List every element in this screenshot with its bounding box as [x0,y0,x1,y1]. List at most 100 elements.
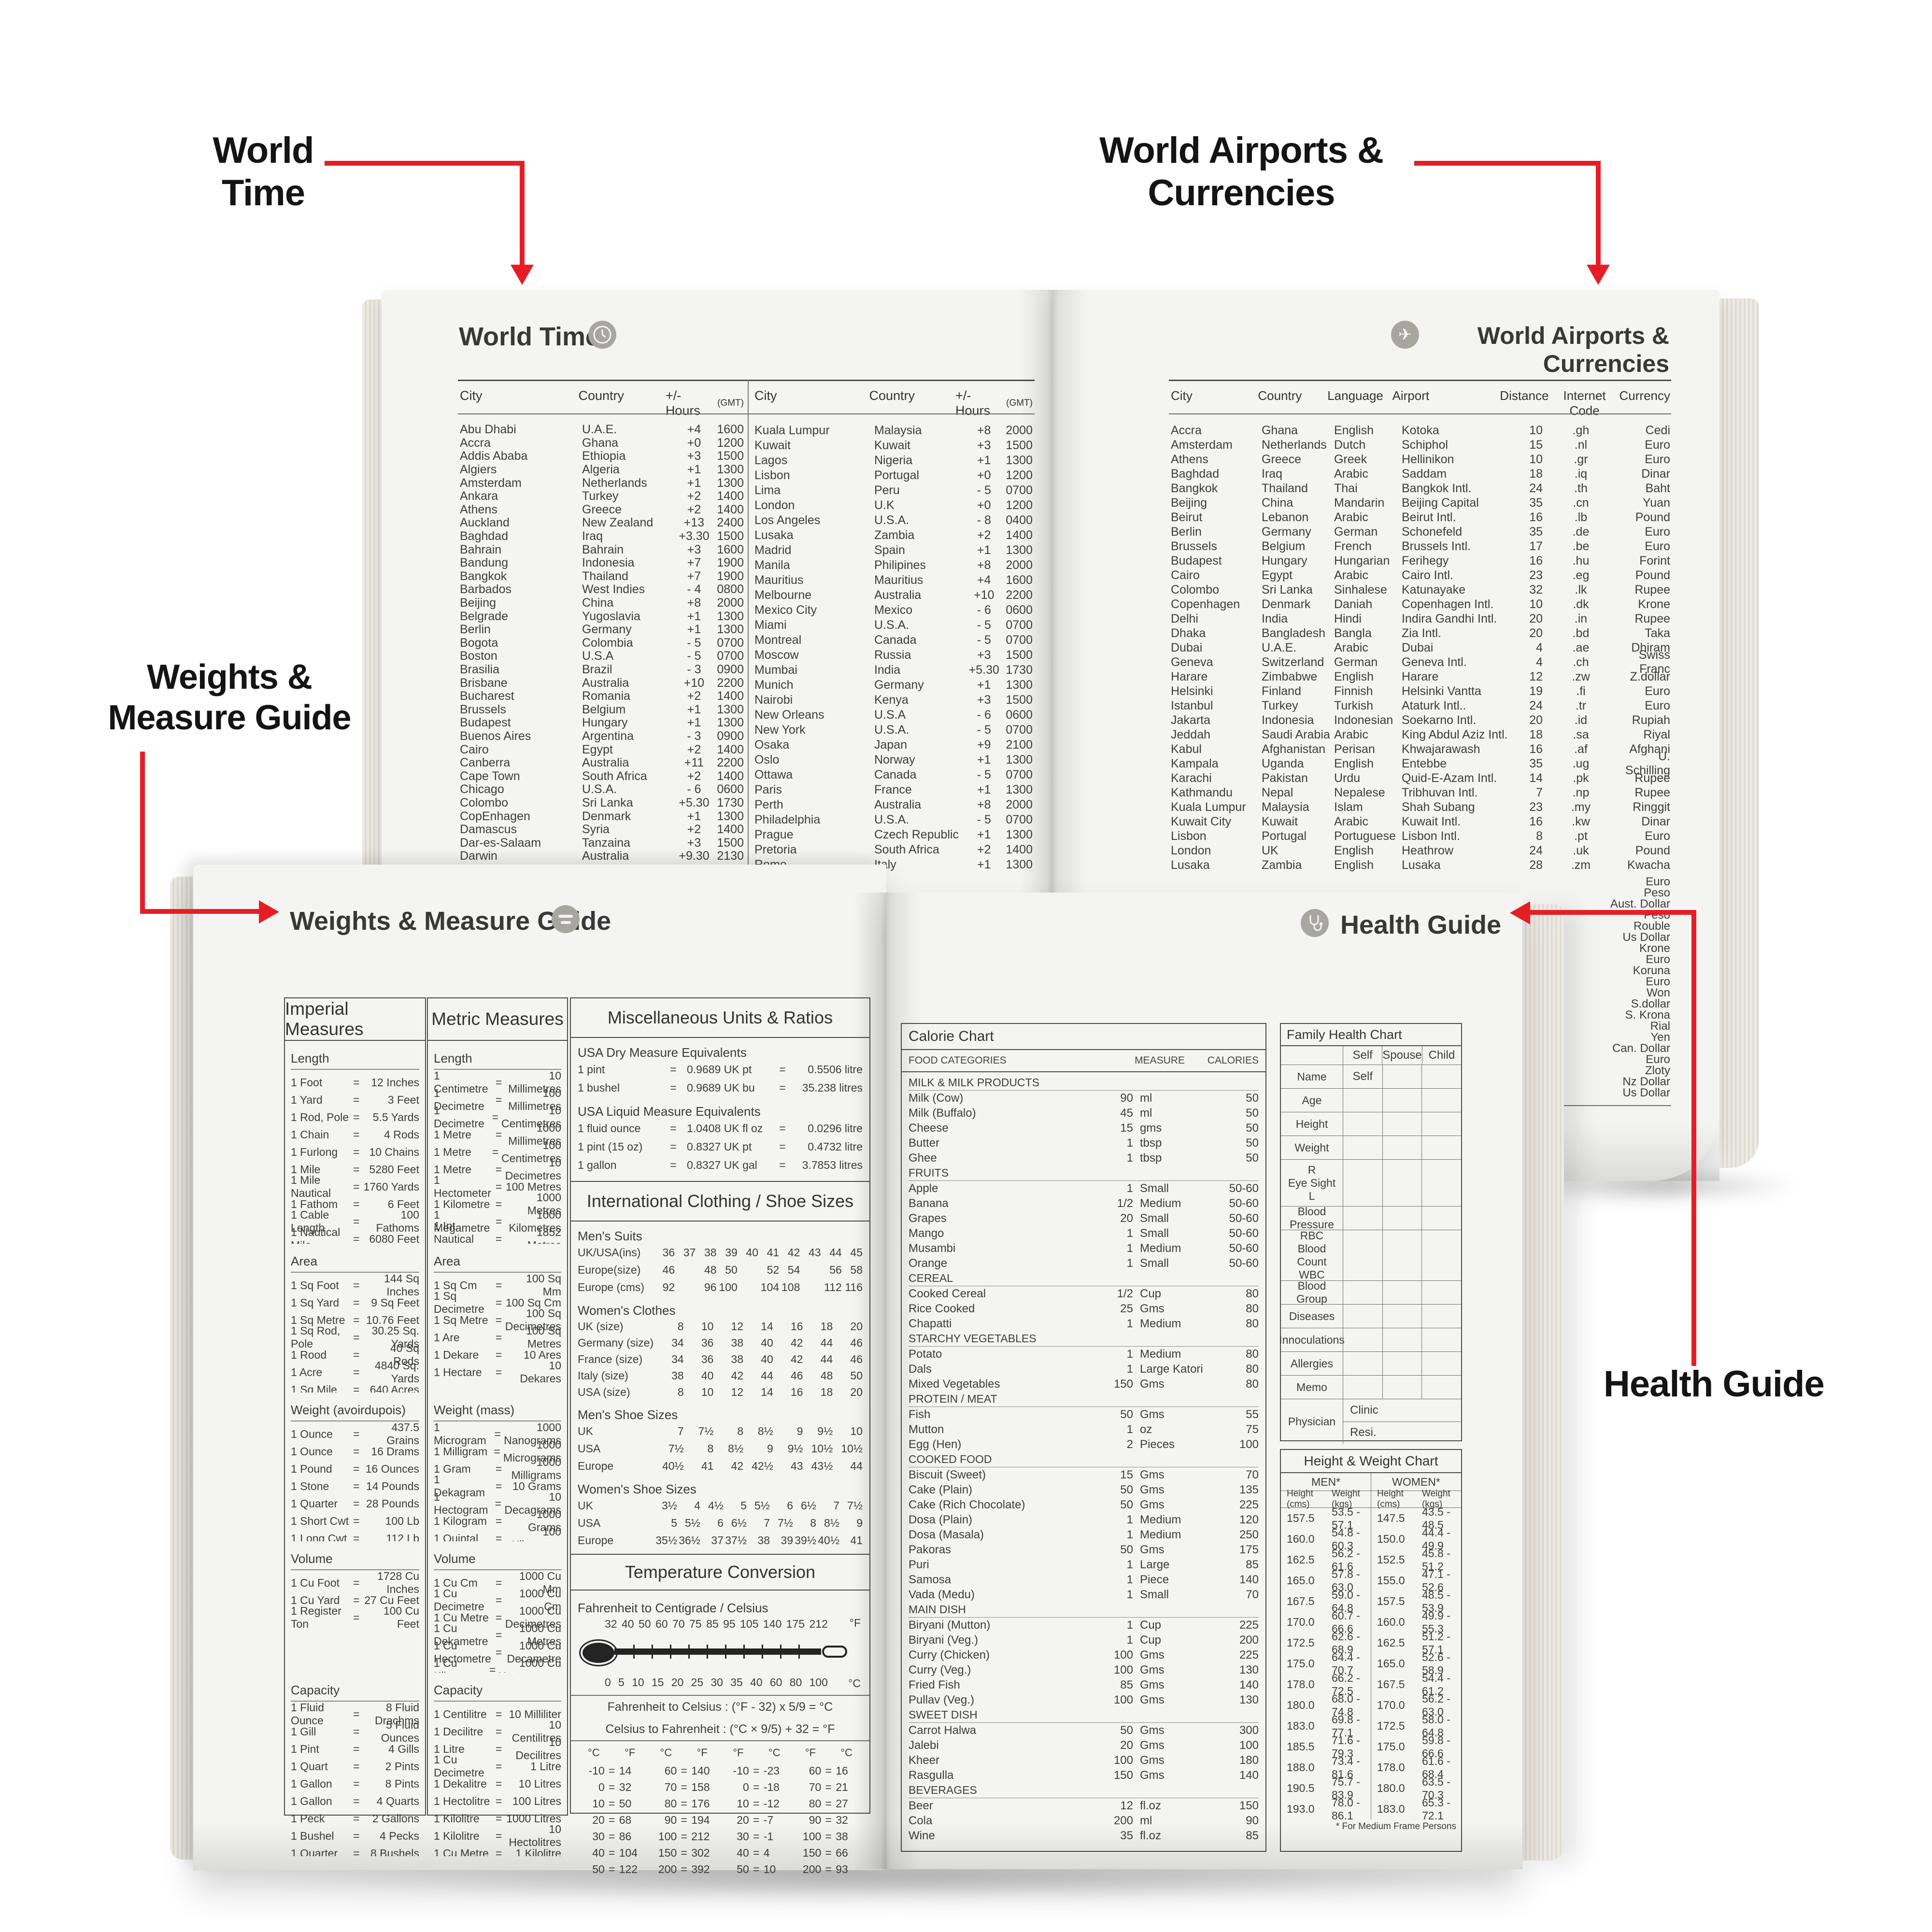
table-cell: 10 [763,1862,776,1875]
table-cell: Cup [1140,1633,1162,1647]
table-cell: 1 Metre [434,1163,471,1176]
table-row: 1 Mile = 5280 Feet [291,1161,419,1178]
table-row: 1 Ounce = 437.5 Grains [291,1421,419,1447]
table-cell: 85 [1246,1558,1259,1571]
table-cell: 12 [731,1385,744,1398]
table-cell: °C [588,1747,600,1759]
table-cell: South Africa [582,769,647,783]
table-row: Rasgulla 150 Gms 140 [909,1768,1259,1783]
table-cell: 112 [824,1280,842,1293]
table-cell: 70 [809,1780,822,1793]
table-cell: 180 [1239,1753,1259,1767]
table-cell: 80 [809,1797,822,1810]
table-cell: ml [1140,1106,1152,1120]
table-cell: +1 [687,463,701,477]
table-cell: Daniah [1334,597,1373,611]
table-cell: 0400 [1006,513,1033,527]
table-row: Kuwait City Kuwait Arabic Kuwait Intl. 16 .kw… [1171,814,1670,829]
table-cell: 43.5 - 48.5 [1422,1505,1450,1531]
measure-icon [552,905,580,933]
table-row: Baghdad Iraq +3.30 1500 [460,529,744,543]
table-cell: 50 [1246,1151,1259,1165]
table-cell: Dinar [1641,814,1670,828]
table-row: 1 gallon = 0.8327 UK gal = 3.7853 litres [578,1156,863,1174]
table-cell: 35 [1529,496,1543,510]
arrow-line [520,161,525,266]
table-cell: 1 Metre [434,1145,471,1158]
table-cell: .id [1574,713,1588,727]
table-cell: - 5 [977,633,991,647]
table-cell: Gms [1140,1738,1165,1752]
table-row: Apple 1 Small 50-60 [909,1181,1259,1196]
table-cell: Norway [874,753,915,767]
table-cell: = [609,1780,615,1793]
table-cell: 55 [1246,1407,1259,1421]
table-cell: 16 [790,1385,803,1398]
table-row: Blood Pressure [1281,1205,1461,1231]
table-cell: 2100 [1006,738,1033,752]
table-cell: Iraq [1262,467,1283,481]
table-cell: 34 36 38 40 42 44 46 [654,1353,863,1366]
table-cell: 75.7 - 83.9 [1332,1775,1360,1801]
table-cell: 7½ [698,1424,714,1437]
table-cell: English [1334,858,1374,872]
table-cell: +3.30 [679,529,710,543]
table-cell: 1 Cu Decimetre [434,1753,484,1779]
table-row: Cake (Plain) 50 Gms 135 [909,1482,1259,1497]
table-cell: 10 Millimetres [508,1069,561,1095]
table-cell: 50-60 [1229,1211,1259,1225]
table-row: Samosa 1 Piece 140 [909,1572,1259,1587]
table-cell: Swiss Franc [1638,648,1670,676]
table-row: 1 Megametre = 1000 Kilometres [434,1208,561,1234]
table-row: Cape Town South Africa +2 1400 [460,769,744,783]
col-measure: MEASURE [1135,1055,1185,1066]
table-cell: Dosa (Plain) [909,1513,973,1526]
table-cell: 41 [701,1459,714,1472]
table-cell: Medium [1140,1528,1181,1541]
table-cell: 212 [691,1830,710,1843]
table-cell: Ferihegy [1402,554,1449,568]
table-cell: Soekarno Intl. [1402,713,1477,727]
table-cell: 35½ [655,1534,677,1547]
table-cell: 71.6 - 79.3 [1332,1733,1360,1760]
table-row: Barbados West Indies - 4 0800 [460,582,744,597]
table-cell: = [825,1830,832,1843]
page-edge-stack [170,877,193,1860]
table-cell: 1500 [717,449,744,463]
table-cell: 48.5 - 53.9 [1422,1588,1450,1614]
dry-rows: 1 pint = 0.9689 UK pt = 0.5506 litre 1 bushel… [578,1060,863,1097]
table-cell: 5 [618,1676,625,1689]
table-cell: 1000 Milligrams [511,1456,562,1481]
table-cell: = [753,1764,760,1777]
table-row: S. Krona [1171,1009,1670,1022]
table-cell: Gms [1140,1768,1165,1782]
table-row: Europe 40½ 41 42 42½ 43 43½ 44 [578,1457,863,1475]
table-row: 1 Cu Metre = 1 Kilolitre [434,1845,561,1857]
table-cell: English [1334,756,1374,770]
table-cell: 2 Gallons [372,1812,419,1825]
table-cell: 1852 Metres [527,1226,561,1244]
table-cell: UK [578,1424,593,1437]
table-cell: 1 Hectogram [434,1491,488,1516]
table-cell: Euro [1645,829,1670,843]
table-cell: = [353,1479,360,1492]
table-cell: Australia [874,798,922,811]
table-cell: = [353,1707,360,1720]
table-cell: 10 [1529,597,1543,611]
table-row: 1 Centimetre = 10 Millimetres [434,1069,561,1095]
table-cell: U.S.A. [582,782,617,796]
table-cell: Peru [874,483,900,497]
table-cell: 1 Kilolitre [515,1847,561,1857]
table-cell: 4 Gills [388,1742,419,1755]
table-cell: Euro [1646,875,1670,888]
table-cell: -7 [763,1813,774,1826]
table-cell: 0900 [717,729,744,743]
table-cell: = [353,1777,360,1790]
table-row: Curry (Chicken) 100 Gms 225 [909,1648,1259,1662]
table-cell: 1000 Cu Hectometres [498,1657,561,1673]
table-cell: 1 Gill [291,1725,316,1738]
table-cell: Forint [1639,554,1670,568]
table-cell: Canberra [460,756,511,770]
table-cell: U. Schilling [1625,750,1670,777]
table-cell: 172.5 [1287,1636,1315,1649]
